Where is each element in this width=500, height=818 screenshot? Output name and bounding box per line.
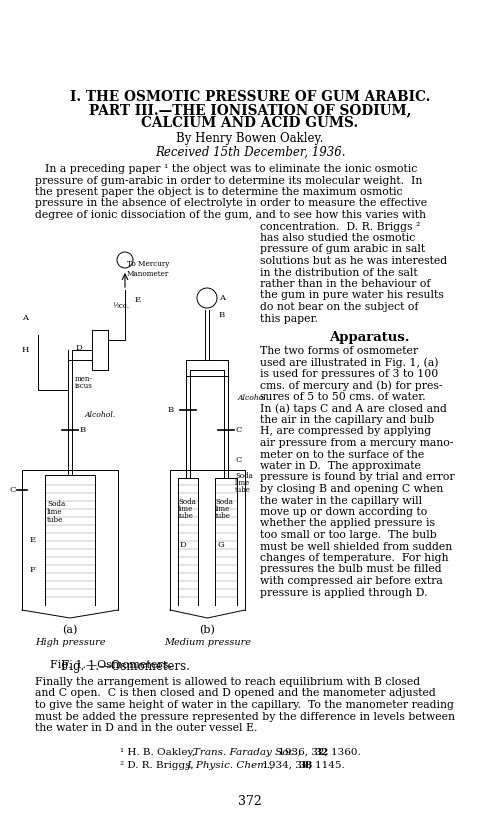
Text: lime: lime <box>235 479 250 487</box>
Text: Soda: Soda <box>178 498 196 506</box>
Text: has also studied the osmotic: has also studied the osmotic <box>260 233 415 243</box>
Text: Medium pressure: Medium pressure <box>164 638 251 647</box>
Text: pressure is applied through D.: pressure is applied through D. <box>260 587 428 597</box>
Text: H: H <box>22 346 30 354</box>
Text: C: C <box>235 456 242 464</box>
Text: 38: 38 <box>298 761 312 770</box>
Text: changes of temperature.  For high: changes of temperature. For high <box>260 553 448 563</box>
Text: pressure of gum arabic in salt: pressure of gum arabic in salt <box>260 245 425 254</box>
Text: Soda: Soda <box>235 472 253 480</box>
Text: In (a) taps C and A are closed and: In (a) taps C and A are closed and <box>260 403 447 414</box>
Text: Trans. Faraday Soc.,: Trans. Faraday Soc., <box>193 748 301 757</box>
Text: C: C <box>10 486 16 494</box>
Text: A: A <box>219 294 225 302</box>
Text: In a preceding paper ¹ the object was to eliminate the ionic osmotic: In a preceding paper ¹ the object was to… <box>45 164 417 174</box>
Text: B: B <box>80 426 86 434</box>
Text: tube: tube <box>235 486 251 494</box>
Text: the air in the capillary and bulb: the air in the capillary and bulb <box>260 415 434 425</box>
Text: meter on to the surface of the: meter on to the surface of the <box>260 450 424 460</box>
Text: pressures the bulb must be filled: pressures the bulb must be filled <box>260 564 442 574</box>
Text: tube: tube <box>215 512 231 520</box>
Text: to give the same height of water in the capillary.  To the manometer reading: to give the same height of water in the … <box>35 700 454 710</box>
Text: too small or too large.  The bulb: too small or too large. The bulb <box>260 530 437 540</box>
Text: Apparatus.: Apparatus. <box>329 331 409 344</box>
Text: must be well shielded from sudden: must be well shielded from sudden <box>260 542 452 551</box>
Text: the present paper the object is to determine the maximum osmotic: the present paper the object is to deter… <box>35 187 403 197</box>
Text: lime: lime <box>178 505 193 513</box>
Text: degree of ionic dissociation of the gum, and to see how this varies with: degree of ionic dissociation of the gum,… <box>35 210 426 220</box>
Text: with compressed air before extra: with compressed air before extra <box>260 576 443 586</box>
Text: 32: 32 <box>314 748 328 757</box>
Text: tube: tube <box>47 516 64 524</box>
Text: 372: 372 <box>238 795 262 808</box>
Text: cms. of mercury and (b) for pres-: cms. of mercury and (b) for pres- <box>260 380 442 391</box>
Text: and C open.  C is then closed and D opened and the manometer adjusted: and C open. C is then closed and D opene… <box>35 689 436 699</box>
Text: D: D <box>180 541 187 549</box>
Bar <box>92 330 108 370</box>
Text: in the distribution of the salt: in the distribution of the salt <box>260 267 418 277</box>
Text: Alcohol.: Alcohol. <box>238 394 269 402</box>
Text: By Henry Bowen Oakley.: By Henry Bowen Oakley. <box>176 132 324 145</box>
Text: 1934, ​38, 1145.: 1934, ​38, 1145. <box>259 761 345 770</box>
Text: A: A <box>22 314 28 322</box>
Text: by closing B and opening C when: by closing B and opening C when <box>260 484 444 494</box>
Text: tube: tube <box>178 512 194 520</box>
Text: Soda: Soda <box>215 498 233 506</box>
Text: H, are compressed by applying: H, are compressed by applying <box>260 426 431 437</box>
Text: ¹ H. B. Oakley,: ¹ H. B. Oakley, <box>120 748 198 757</box>
Text: G: G <box>217 541 224 549</box>
Text: ² D. R. Briggs,: ² D. R. Briggs, <box>120 761 197 770</box>
Text: B: B <box>168 406 174 414</box>
Text: E: E <box>135 296 141 304</box>
Text: pressure is found by trial and error: pressure is found by trial and error <box>260 473 454 483</box>
Text: CALCIUM AND ACID GUMS.: CALCIUM AND ACID GUMS. <box>142 116 358 130</box>
Text: air pressure from a mercury mano-: air pressure from a mercury mano- <box>260 438 454 448</box>
Text: do not bear on the subject of: do not bear on the subject of <box>260 302 418 312</box>
Text: Fig. 1.—Osmometers.: Fig. 1.—Osmometers. <box>50 660 172 670</box>
Text: I. THE OSMOTIC PRESSURE OF GUM ARABIC.: I. THE OSMOTIC PRESSURE OF GUM ARABIC. <box>70 90 430 104</box>
Text: the water in D and in the outer vessel E.: the water in D and in the outer vessel E… <box>35 723 258 733</box>
Text: must be added the pressure represented by the difference in levels between: must be added the pressure represented b… <box>35 712 455 721</box>
Text: J. Physic. Chem.,: J. Physic. Chem., <box>187 761 274 770</box>
Text: E: E <box>30 536 36 544</box>
Text: High pressure: High pressure <box>35 638 105 647</box>
Text: move up or down according to: move up or down according to <box>260 507 427 517</box>
Text: (b): (b) <box>200 625 216 636</box>
Text: Soda: Soda <box>47 500 65 508</box>
Text: Manometer: Manometer <box>127 270 169 278</box>
Text: C: C <box>236 426 242 434</box>
Text: Alcohol.: Alcohol. <box>85 411 116 419</box>
Text: 1936, ​32, 1360.: 1936, ​32, 1360. <box>275 748 361 757</box>
Text: Received 15th December, 1936.: Received 15th December, 1936. <box>155 146 345 159</box>
Text: iscus: iscus <box>75 382 93 390</box>
Text: PART III.—THE IONISATION OF SODIUM,: PART III.—THE IONISATION OF SODIUM, <box>89 103 411 117</box>
Text: ½cc.: ½cc. <box>112 302 129 310</box>
Text: Fig. 1.—Osmometers.: Fig. 1.—Osmometers. <box>60 660 190 673</box>
Text: B: B <box>219 311 225 319</box>
Text: Finally the arrangement is allowed to reach equilibrium with B closed: Finally the arrangement is allowed to re… <box>35 677 420 687</box>
Text: water in D.  The approximate: water in D. The approximate <box>260 461 421 471</box>
Text: sures of 5 to 50 cms. of water.: sures of 5 to 50 cms. of water. <box>260 392 426 402</box>
Text: used are illustrated in Fig. 1, (a): used are illustrated in Fig. 1, (a) <box>260 357 438 368</box>
Text: concentration.  D. R. Briggs ²: concentration. D. R. Briggs ² <box>260 222 420 231</box>
Text: The two forms of osmometer: The two forms of osmometer <box>260 346 418 356</box>
Text: D: D <box>75 344 82 352</box>
Text: the gum in pure water his results: the gum in pure water his results <box>260 290 444 300</box>
Text: solutions but as he was interested: solutions but as he was interested <box>260 256 447 266</box>
Text: men-: men- <box>75 375 93 383</box>
Text: whether the applied pressure is: whether the applied pressure is <box>260 519 435 528</box>
Text: this paper.: this paper. <box>260 313 318 323</box>
Text: the water in the capillary will: the water in the capillary will <box>260 496 422 506</box>
Text: F: F <box>30 566 36 574</box>
Text: rather than in the behaviour of: rather than in the behaviour of <box>260 279 430 289</box>
Text: pressure of gum-arabic in order to determine its molecular weight.  In: pressure of gum-arabic in order to deter… <box>35 176 422 186</box>
Text: lime: lime <box>47 508 62 516</box>
Text: lime: lime <box>215 505 230 513</box>
Text: pressure in the absence of electrolyte in order to measure the effective: pressure in the absence of electrolyte i… <box>35 199 427 209</box>
Text: (a): (a) <box>62 625 78 636</box>
Text: To Mercury: To Mercury <box>127 260 170 268</box>
Text: is used for pressures of 3 to 100: is used for pressures of 3 to 100 <box>260 369 438 379</box>
